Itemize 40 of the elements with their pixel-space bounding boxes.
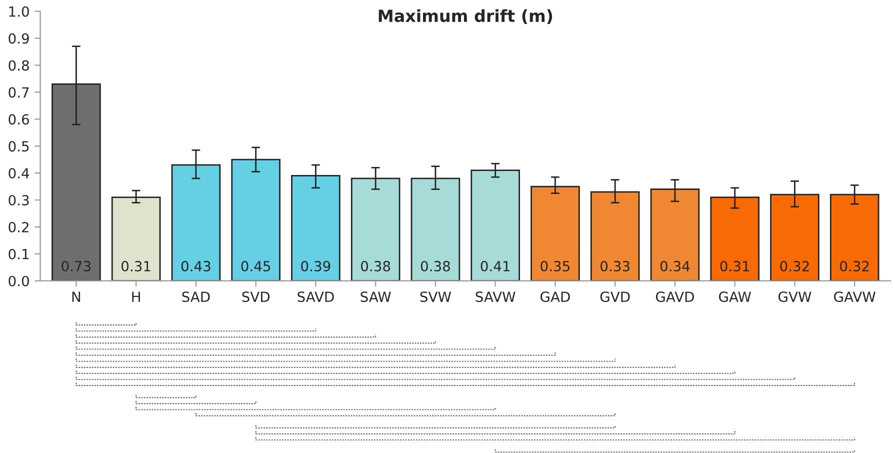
y-tick-label: 0.4: [8, 168, 30, 179]
data-label: 0.33: [600, 260, 630, 272]
data-label: 0.38: [420, 260, 450, 272]
y-tick-label: 0.2: [8, 222, 28, 232]
chart-title: Maximum drift (m): [378, 9, 552, 24]
y-tick-label: 1.0: [9, 6, 29, 17]
y-tick-label: 0.8: [8, 60, 29, 71]
y-tick-label: 0.1: [8, 248, 29, 260]
x-tick-label: GAD: [540, 292, 570, 302]
y-tick-label: 0.7: [8, 87, 29, 98]
x-tick-label: SAD: [182, 292, 210, 302]
x-tick-label: SAVW: [476, 292, 516, 302]
data-label: 0.31: [720, 260, 750, 272]
data-label: 0.34: [660, 260, 690, 272]
y-tick-label: 0.0: [8, 276, 29, 286]
x-tick-label: SVD: [242, 292, 270, 302]
data-label: 0.73: [62, 260, 91, 272]
data-label: 0.32: [780, 260, 809, 272]
data-label: 0.39: [301, 260, 330, 272]
data-label: 0.32: [840, 260, 869, 272]
x-tick-label: GVD: [600, 292, 630, 302]
x-tick-label: GAVD: [656, 292, 694, 302]
x-tick-label: H: [132, 292, 140, 302]
data-label: 0.43: [181, 260, 210, 272]
y-tick-label: 0.5: [8, 141, 29, 152]
y-tick-label: 0.6: [8, 114, 29, 125]
x-tick-label: N: [72, 292, 80, 302]
y-tick-label: 0.3: [8, 194, 29, 206]
x-tick-label: SAW: [360, 292, 391, 302]
x-tick-label: SVW: [420, 292, 452, 302]
x-tick-label: SAVD: [298, 292, 334, 302]
data-label: 0.38: [361, 260, 390, 272]
data-label: 0.41: [480, 260, 510, 272]
x-tick-label: GVW: [778, 292, 812, 302]
x-tick-label: GAW: [719, 292, 752, 302]
x-tick-label: GAVW: [834, 292, 876, 302]
y-tick-label: 0.9: [8, 33, 29, 44]
data-label: 0.35: [540, 260, 570, 272]
data-label: 0.45: [241, 260, 270, 272]
data-label: 0.31: [122, 260, 150, 272]
